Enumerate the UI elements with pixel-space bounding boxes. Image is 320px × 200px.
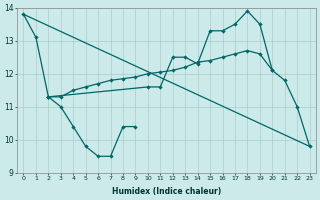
X-axis label: Humidex (Indice chaleur): Humidex (Indice chaleur) [112,187,221,196]
